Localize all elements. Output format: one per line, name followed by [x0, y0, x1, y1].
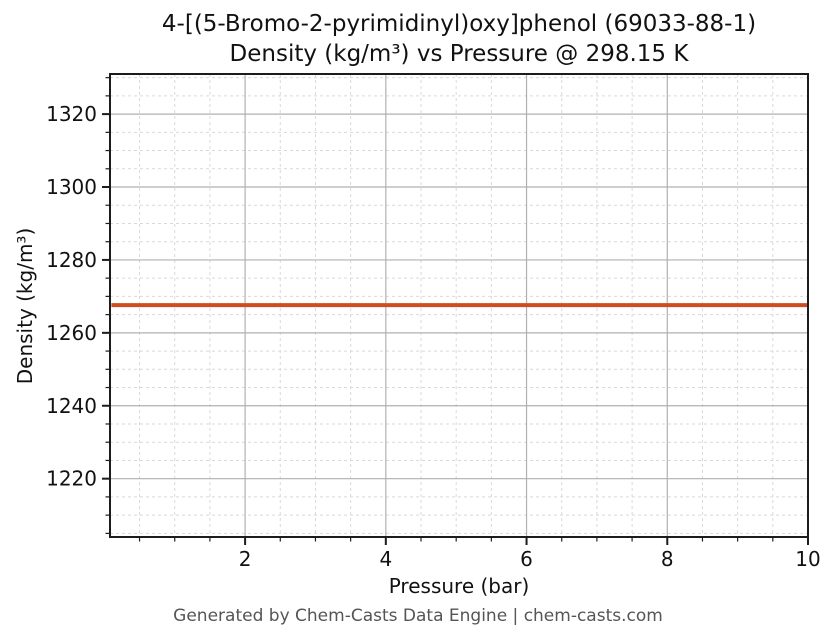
- attribution-footer: Generated by Chem-Casts Data Engine | ch…: [173, 606, 663, 626]
- x-tick-label: 4: [379, 547, 392, 571]
- y-tick-label: 1300: [46, 175, 97, 199]
- chart-title-line1: 4-[(5-Bromo-2-pyrimidinyl)oxy]phenol (69…: [161, 11, 757, 37]
- x-tick-label: 8: [661, 547, 674, 571]
- x-tick-label: 10: [795, 547, 820, 571]
- x-tick-label: 6: [520, 547, 533, 571]
- x-axis-label: Pressure (bar): [388, 574, 530, 598]
- y-axis-label: Density (kg/m³): [13, 227, 37, 385]
- y-tick-label: 1280: [46, 248, 97, 272]
- y-tick-label: 1240: [46, 394, 97, 418]
- x-tick-label: 2: [239, 547, 252, 571]
- axes-frame: [109, 73, 809, 538]
- y-tick-label: 1320: [46, 102, 97, 126]
- y-tick-label: 1260: [46, 321, 97, 345]
- chart-title-line2: Density (kg/m³) vs Pressure @ 298.15 K: [229, 41, 689, 67]
- chart-title: 4-[(5-Bromo-2-pyrimidinyl)oxy]phenol (69…: [162, 9, 756, 69]
- y-tick-label: 1220: [46, 467, 97, 491]
